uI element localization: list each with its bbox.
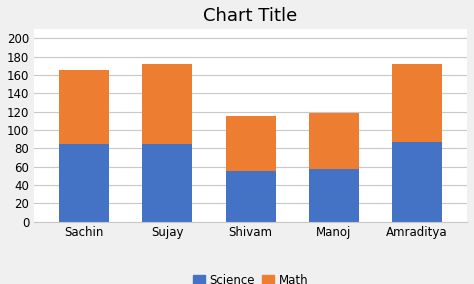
Bar [226,116,275,171]
Bar [309,112,359,169]
Bar [59,70,109,144]
Bar [392,64,442,142]
Bar [59,144,109,222]
Bar [142,144,192,222]
Bar [309,169,359,222]
Bar [392,142,442,222]
Bar [142,64,192,144]
Title: Chart Title: Chart Title [203,7,298,25]
Legend: Science, Math: Science, Math [188,270,313,284]
Bar [226,171,275,222]
